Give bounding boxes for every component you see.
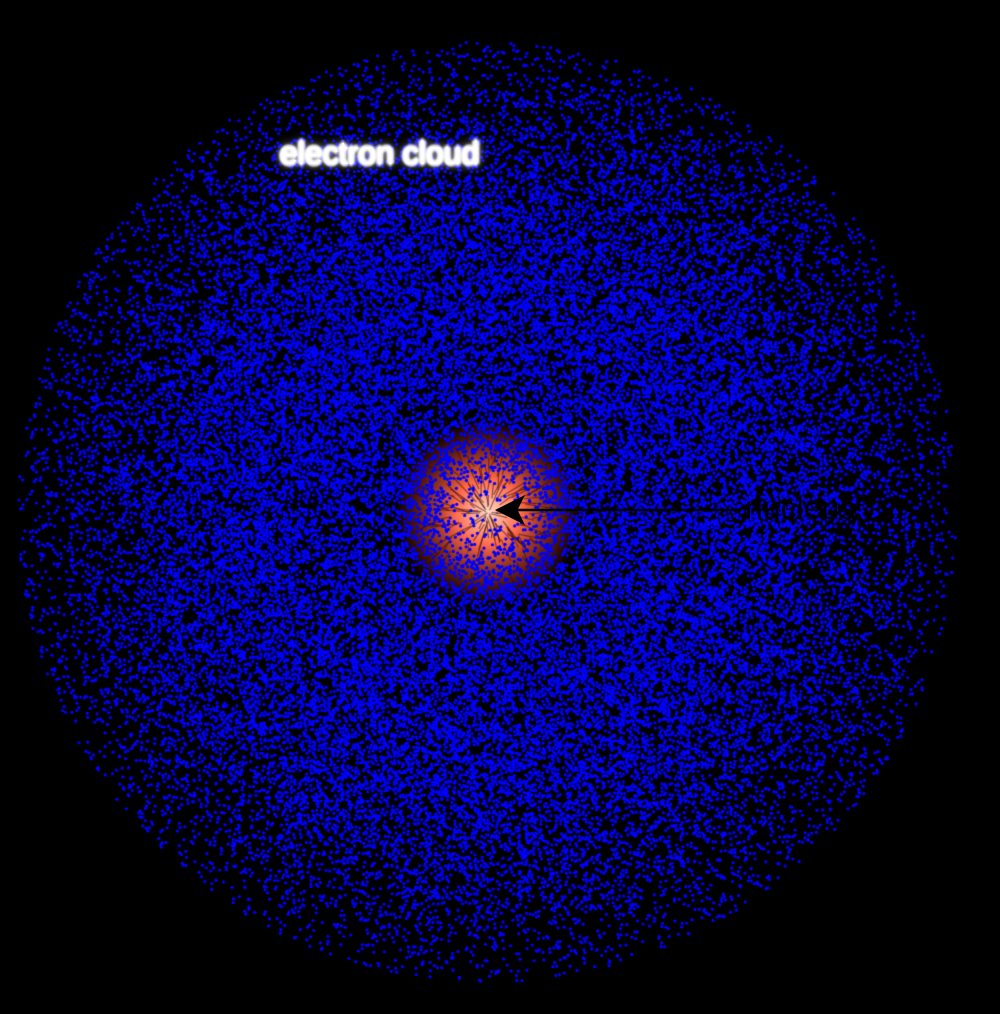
atom-diagram: electron cloud nucleus xyxy=(0,0,1000,1014)
scatter-canvas xyxy=(0,0,1000,1014)
